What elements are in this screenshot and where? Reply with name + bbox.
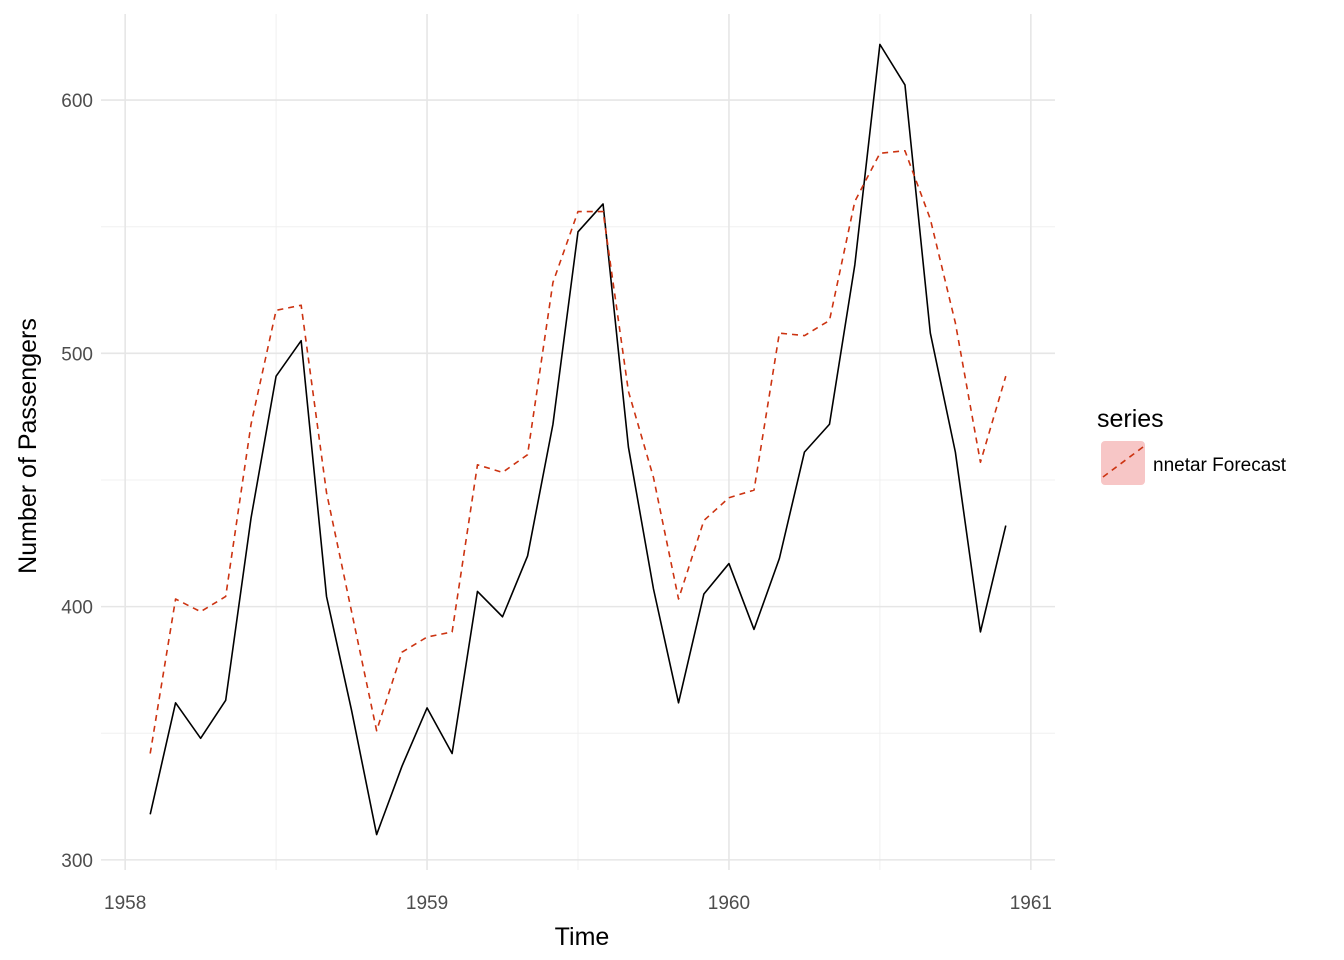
series-line-nnetar-forecast [149,149,1007,754]
legend: series nnetar Forecast [1097,405,1287,485]
y-tick-label: 500 [61,344,93,365]
major-gridlines [101,14,1055,870]
y-tick-label: 400 [61,598,93,619]
y-tick-labels: 300 400 500 600 [61,91,93,872]
x-tick-label: 1958 [104,893,146,914]
series-layer [149,43,1007,836]
minor-gridlines [101,14,1055,870]
x-tick-labels: 1958 1959 1960 1961 [104,893,1052,914]
legend-title: series [1097,405,1164,433]
series-line-actual [149,43,1007,836]
legend-key-background [1101,441,1145,485]
x-tick-label: 1961 [1010,893,1052,914]
y-tick-label: 300 [61,851,93,872]
legend-key-line [1102,446,1144,478]
y-axis-title: Number of Passengers [14,318,42,574]
x-axis-title: Time [555,923,610,951]
legend-label-nnetar-forecast: nnetar Forecast [1153,455,1287,476]
x-tick-label: 1960 [708,893,750,914]
x-tick-label: 1959 [406,893,448,914]
y-tick-label: 600 [61,91,93,112]
